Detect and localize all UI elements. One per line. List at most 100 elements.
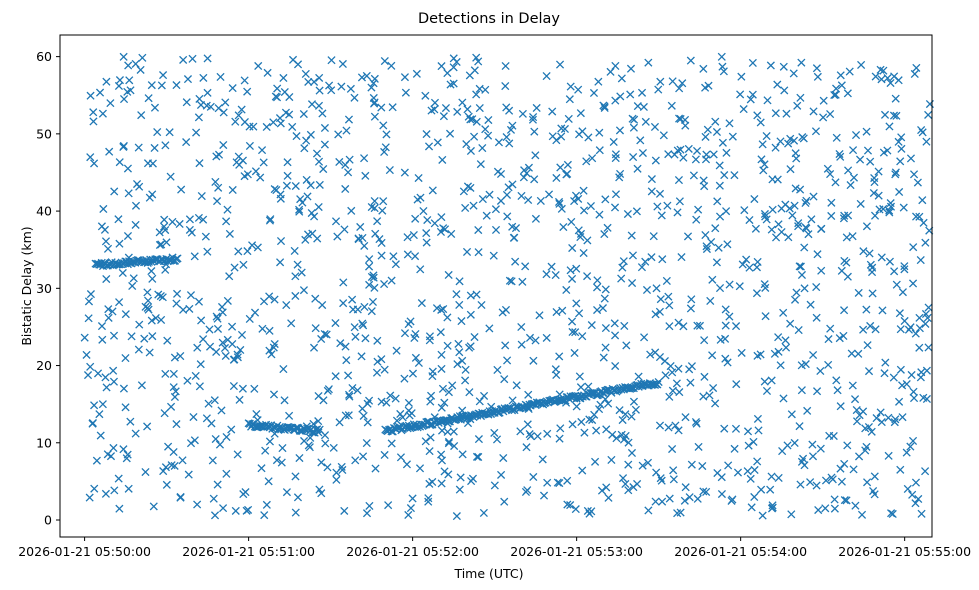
data-point [337,82,346,91]
data-point [160,409,169,418]
data-point [264,477,273,486]
data-point [370,197,379,206]
data-point [137,111,146,120]
data-point [716,335,725,344]
data-point [187,228,196,237]
data-point [179,305,188,314]
data-point [902,380,911,389]
data-point [640,333,649,342]
data-point [403,233,412,242]
data-point [104,313,113,322]
data-point [489,251,498,260]
data-point [849,146,858,155]
data-point [320,140,329,149]
data-point [159,71,168,80]
data-point [701,132,710,141]
data-point [653,202,662,211]
data-point [82,350,91,359]
data-point [370,112,379,121]
data-point [787,410,796,419]
data-point [412,69,421,78]
data-point [170,461,179,470]
data-point [265,326,274,335]
data-point [478,144,487,153]
data-point [554,197,564,207]
data-point [872,414,881,423]
data-point [918,196,927,205]
data-point [382,398,391,407]
data-point [896,365,905,374]
data-point [345,155,354,164]
data-point [193,500,202,509]
data-point [523,420,532,429]
data-point [912,63,921,72]
data-point [711,224,720,233]
data-point [441,103,450,113]
data-point [840,256,849,266]
data-point [867,268,877,277]
data-point [817,224,826,234]
data-point [135,182,144,191]
data-point [339,299,348,308]
data-point [363,418,372,427]
data-point [380,147,389,157]
data-point [403,250,412,259]
data-point [745,215,754,225]
data-point [723,358,732,367]
data-point [788,211,797,220]
data-point [840,459,849,468]
data-point [240,76,249,85]
data-point [570,197,579,206]
data-point [315,73,324,82]
data-point [344,390,354,399]
data-point [110,486,119,495]
data-point [408,369,418,378]
data-point [474,248,483,257]
data-point [298,198,307,207]
data-point [840,211,849,220]
data-point [496,169,506,179]
data-point [530,127,539,136]
data-point [633,164,642,173]
data-point [472,53,481,62]
data-point [179,55,188,64]
data-point [115,298,124,307]
data-point [161,369,170,378]
data-point [886,78,895,88]
data-point [170,392,179,402]
data-point [579,186,588,195]
data-point [371,229,380,238]
data-point [160,222,169,231]
data-point [909,170,919,179]
data-point [906,442,915,451]
data-point [879,66,888,75]
data-point [250,384,259,393]
data-point [675,388,684,397]
data-point [99,204,108,214]
data-point [480,391,489,400]
data-point [771,143,780,152]
data-point [119,445,128,454]
data-point [310,212,319,221]
data-point [196,100,206,110]
data-point [782,109,791,118]
data-point [924,303,933,312]
data-point [320,329,329,339]
data-point [302,136,311,145]
data-point [211,177,220,186]
data-point [98,109,107,118]
data-point [86,153,95,162]
data-point [659,131,668,140]
data-point [444,437,454,446]
data-point [708,351,717,360]
data-point [131,429,140,438]
data-point [578,332,587,341]
data-point [674,318,683,327]
data-point [317,334,326,344]
data-point [624,438,633,447]
data-point [422,229,431,238]
data-point [804,230,813,239]
data-point [458,356,467,365]
data-point [866,157,875,166]
data-point [807,215,816,224]
